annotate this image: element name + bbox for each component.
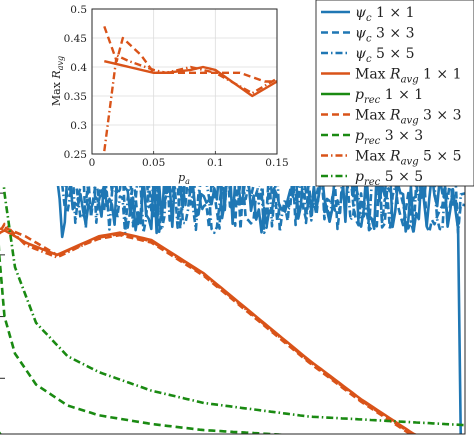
inset-axes-frame	[91, 8, 278, 155]
legend-label-5: Max Ravg 3 × 3	[355, 108, 462, 127]
main-series-line-2	[0, 55, 465, 235]
main-series-line-8	[0, 121, 465, 427]
legend-label-0: ψc 1 × 1	[355, 5, 415, 24]
inset-background	[0, 0, 320, 186]
inset-y-tick-label: 0.45	[64, 33, 87, 45]
inset-y-tick-label: 0.3	[70, 120, 87, 132]
legend-label-3: Max Ravg 1 × 1	[355, 67, 462, 86]
inset-x-tick-label: 0.05	[142, 157, 165, 169]
inset-series-line-2	[103, 54, 277, 152]
legend-label-4: prec 1 × 1	[355, 87, 423, 106]
main-series-line-1	[0, 43, 465, 234]
inset-series-group	[103, 25, 277, 152]
inset-y-axis-label: Max Ravg	[50, 56, 65, 106]
inset-y-tick-label: 0.25	[64, 149, 87, 161]
legend-label-2: ψc 5 × 5	[355, 46, 415, 65]
inset-series-line-1	[103, 25, 277, 83]
main-series-line-6	[0, 244, 292, 434]
main-series-line-7	[0, 222, 415, 434]
main-axes-frame	[0, 0, 466, 435]
legend-label-7: Max Ravg 5 × 5	[355, 149, 462, 168]
inset-x-axis-label: pa	[178, 171, 190, 186]
inset-y-tick-label: 0.35	[64, 91, 87, 103]
inset-x-tick-label: 0	[89, 157, 96, 169]
legend-label-8: prec 5 × 5	[355, 169, 423, 188]
inset-y-tick-label: 0.4	[70, 62, 87, 74]
legend-label-6: prec 3 × 3	[355, 128, 423, 147]
main-series-line-5	[0, 226, 413, 434]
main-series-line-3	[0, 228, 418, 434]
inset-y-tick-label: 0.5	[70, 4, 87, 16]
inset-x-tick-label: 0.15	[265, 157, 288, 169]
inset-tick-labels: 0 0.05 0.1 0.15 0.25 0.3 0.35 0.4 0.45 0.5	[64, 4, 289, 169]
inset-plot: 0 0.05 0.1 0.15 0.25 0.3 0.35 0.4 0.45 0.5 pa Max…	[0, 0, 320, 186]
legend-label-1: ψc 3 × 3	[355, 26, 415, 45]
inset-x-tick-label: 0.1	[207, 157, 224, 169]
